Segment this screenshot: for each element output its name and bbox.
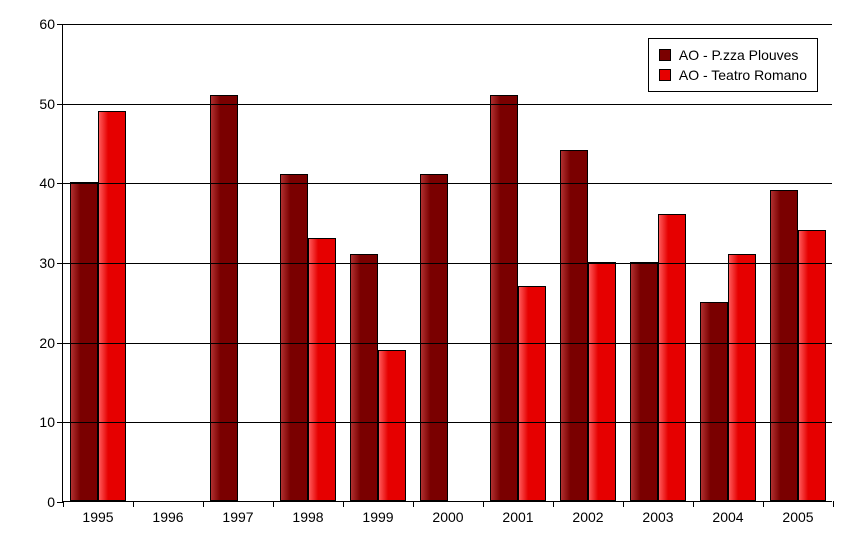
legend-swatch [659, 69, 671, 81]
x-category-label: 2005 [782, 501, 813, 525]
bar [728, 254, 756, 501]
x-category-label: 1996 [152, 501, 183, 525]
bar [798, 230, 826, 501]
x-tick [763, 501, 764, 507]
bar [658, 214, 686, 501]
y-tick-label: 40 [39, 175, 63, 191]
bar [560, 150, 588, 501]
legend-item: AO - P.zza Plouves [659, 45, 807, 65]
bar [350, 254, 378, 501]
bar [490, 95, 518, 501]
x-category-label: 1997 [222, 501, 253, 525]
x-category-label: 2002 [572, 501, 603, 525]
bar [700, 302, 728, 501]
legend-label: AO - P.zza Plouves [679, 47, 799, 63]
gridline [63, 183, 832, 184]
legend: AO - P.zza Plouves AO - Teatro Romano [648, 38, 818, 92]
x-tick [343, 501, 344, 507]
x-category-label: 2003 [642, 501, 673, 525]
bar [588, 262, 616, 501]
bar [518, 286, 546, 501]
y-tick-label: 60 [39, 16, 63, 32]
gridline [63, 263, 832, 264]
x-tick [413, 501, 414, 507]
y-tick-label: 30 [39, 255, 63, 271]
x-category-label: 2000 [432, 501, 463, 525]
y-tick-label: 50 [39, 96, 63, 112]
legend-label: AO - Teatro Romano [679, 67, 807, 83]
x-tick [63, 501, 64, 507]
plot-area: AO - P.zza PlouvesAO - Teatro Romano 010… [62, 24, 832, 502]
legend-item: AO - Teatro Romano [659, 65, 807, 85]
bar [770, 190, 798, 501]
x-tick [623, 501, 624, 507]
bar [420, 174, 448, 501]
y-tick-label: 20 [39, 335, 63, 351]
legend-swatch [659, 49, 671, 61]
x-category-label: 1998 [292, 501, 323, 525]
x-tick [833, 501, 834, 507]
x-category-label: 1995 [82, 501, 113, 525]
bar [630, 262, 658, 501]
x-category-label: 1999 [362, 501, 393, 525]
x-tick [553, 501, 554, 507]
x-tick [273, 501, 274, 507]
x-tick [133, 501, 134, 507]
gridline [63, 422, 832, 423]
gridline [63, 24, 832, 25]
x-tick [483, 501, 484, 507]
bar [210, 95, 238, 501]
x-category-label: 2001 [502, 501, 533, 525]
bar [98, 111, 126, 501]
bar-chart: AO - P.zza Plouves AO - Teatro Romano 0 10… [0, 0, 850, 542]
x-category-label: 2004 [712, 501, 743, 525]
x-tick [693, 501, 694, 507]
gridline [63, 104, 832, 105]
bar [280, 174, 308, 501]
gridline [63, 343, 832, 344]
y-tick-label: 10 [39, 414, 63, 430]
bar [378, 350, 406, 501]
x-tick [203, 501, 204, 507]
y-tick-label: 0 [47, 494, 63, 510]
bar [308, 238, 336, 501]
